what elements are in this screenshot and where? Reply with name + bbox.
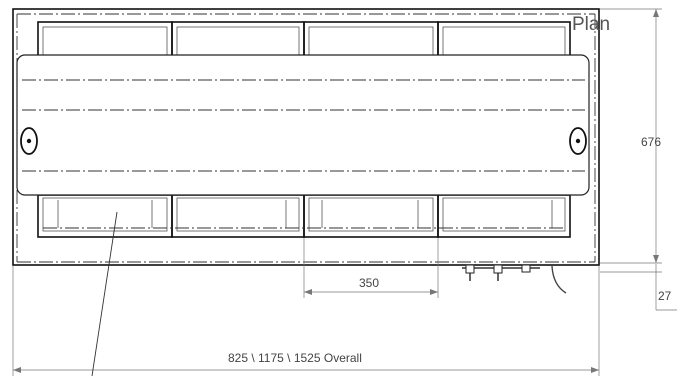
right-support (569, 127, 587, 155)
leader-line (91, 211, 118, 376)
overall-arrow-left (13, 367, 21, 373)
bay-arrow-right (430, 289, 438, 295)
offset-dimension: 27 (600, 264, 677, 311)
fitting-3 (521, 264, 531, 273)
top-wells (37, 21, 571, 61)
offset-label: 27 (658, 289, 672, 303)
well-bottom-1-inner (42, 197, 168, 232)
well-top-2-inner (176, 26, 300, 60)
left-support-bolt (26, 138, 32, 144)
bottom-wells (37, 194, 571, 238)
height-label: 676 (641, 135, 661, 149)
well-top-1-inner (42, 26, 168, 60)
drawing-title: Plan (572, 14, 610, 35)
left-support (20, 127, 38, 155)
well-top-4-inner (442, 26, 566, 60)
height-dimension: 676 (600, 8, 662, 264)
well-top-4 (437, 21, 571, 61)
fitting-2 (493, 264, 503, 274)
bay-dimension: 350 (303, 238, 439, 298)
drain-fittings (462, 264, 567, 294)
well-top-2 (171, 21, 305, 61)
fitting-1 (465, 264, 475, 274)
gantry-panel (16, 54, 590, 196)
bay-label: 350 (359, 276, 379, 290)
outer-frame (12, 8, 600, 266)
well-top-3 (303, 21, 439, 61)
overall-arrow-right (591, 367, 599, 373)
well-bottom-3-inner (308, 197, 434, 232)
right-support-bolt (575, 138, 581, 144)
well-top-3-inner (308, 26, 434, 60)
overall-dimension: 825 \ 1175 \ 1525 Overall (12, 266, 600, 376)
well-bottom-4-inner (442, 197, 566, 232)
well-bottom-2-inner (176, 197, 300, 232)
bay-arrow-left (304, 289, 312, 295)
overall-label: 825 \ 1175 \ 1525 Overall (228, 351, 362, 365)
well-top-1 (37, 21, 173, 61)
height-arrow-bottom (653, 255, 659, 263)
height-arrow-top (653, 9, 659, 17)
drain-hose (551, 265, 567, 294)
